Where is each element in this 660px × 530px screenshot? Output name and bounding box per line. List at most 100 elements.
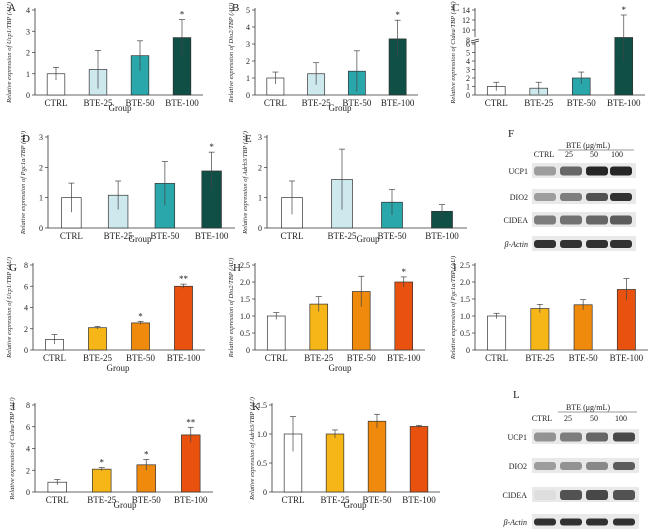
blot-lane-label: 100: [615, 414, 627, 423]
category-label: BTE-100: [195, 231, 229, 241]
blot-membrane-strip: [532, 514, 639, 529]
y-tick-label: 1: [26, 70, 30, 79]
significance-mark: *: [402, 267, 407, 277]
blot-band: [613, 518, 635, 526]
blot-membrane-strip: [532, 429, 639, 444]
blot-band: [534, 462, 556, 470]
y-axis-label: Relative expression of Dio2/TBP (AU): [228, 258, 235, 359]
y-axis-label: Relative expression of Adrb3/TBP (AU): [242, 131, 249, 235]
y-tick-label: 1.5: [460, 295, 470, 304]
category-label: CTRL: [280, 231, 303, 241]
blot-band: [560, 462, 582, 470]
y-axis-label: Relative expression of Pgc1a/TBP (AU): [20, 131, 27, 235]
category-label: CTRL: [264, 98, 287, 108]
axis-break-mark: [470, 40, 480, 44]
significance-mark: *: [144, 449, 149, 459]
blot-lane-label: 50: [590, 414, 598, 423]
bar-bte-100: [174, 285, 193, 351]
blot-membrane-strip: [532, 487, 639, 502]
y-tick-label: 0: [26, 488, 30, 497]
category-label: BTE-25: [84, 98, 113, 108]
y-tick-label: 2.0: [240, 278, 250, 287]
significance-mark: *: [395, 10, 400, 20]
y-tick-label: 0: [263, 488, 267, 497]
y-tick-label: 4: [246, 23, 250, 32]
y-tick-label: 2: [26, 466, 30, 475]
y-tick-label: 4: [24, 304, 28, 313]
category-label: BTE-100: [402, 495, 436, 505]
category-label: BTE-100: [610, 353, 644, 363]
y-axis-label: Relative expression of Ucp1/TBP (AU): [6, 2, 13, 104]
category-label: CTRL: [60, 231, 83, 241]
bar-bte-25: [88, 327, 107, 351]
panel-letter: F: [508, 128, 514, 140]
bar-bte-25: [530, 308, 550, 351]
panel-letter: J: [11, 401, 16, 413]
category-label: BTE-25: [302, 98, 331, 108]
y-tick-label: 0: [246, 346, 250, 355]
panel-letter: E: [245, 133, 252, 145]
y-tick-label: 1.0: [240, 312, 250, 321]
y-tick-label: 8: [26, 401, 30, 410]
blot-band: [613, 490, 635, 500]
blot-lane-label: 100: [611, 150, 623, 159]
blot-header: BTE (μg/mL): [566, 403, 610, 412]
y-tick-label: 2: [26, 49, 30, 58]
blot-row-label: β-Actin: [502, 518, 527, 527]
category-label: BTE-25: [328, 231, 357, 241]
blot-row-label: β-Actin: [503, 240, 528, 249]
significance-mark: *: [100, 458, 105, 468]
y-tick-label: 3: [246, 40, 250, 49]
y-tick-label: 3: [466, 66, 470, 75]
y-tick-label: 8: [466, 36, 470, 45]
blot-band: [534, 490, 556, 500]
category-label: BTE-50: [567, 98, 596, 108]
y-tick-label: 12: [462, 16, 470, 25]
blot-band: [613, 432, 635, 442]
category-label: BTE-50: [347, 353, 376, 363]
panel-letter: I: [453, 262, 457, 274]
y-tick-label: 0.5: [257, 459, 267, 468]
panel-letter: C: [452, 2, 459, 14]
blot-membrane-strip: [532, 458, 639, 473]
y-tick-label: 2.5: [240, 261, 250, 270]
y-tick-label: 1.5: [257, 401, 267, 410]
blot-lane-label: 25: [565, 150, 573, 159]
category-label: BTE-50: [342, 98, 371, 108]
y-axis-label: Relative expression of Cidea/TBP (AU): [9, 397, 16, 500]
blot-band: [560, 518, 582, 526]
blot-lane-label: CTRL: [534, 150, 555, 159]
blot-membrane-strip: [532, 212, 636, 227]
y-tick-label: 0: [39, 224, 43, 233]
panel-letter: H: [233, 262, 241, 274]
blot-row-label: DIO2: [510, 193, 528, 202]
category-label: BTE-25: [525, 353, 554, 363]
category-label: BTE-50: [126, 353, 155, 363]
y-tick-label: 8: [24, 261, 28, 270]
bar-bte-50: [367, 420, 387, 493]
blot-membrane-strip: [532, 236, 636, 251]
bar-ctrl: [266, 315, 286, 351]
y-tick-label: 1.5: [240, 295, 250, 304]
blot-lane-label: CTRL: [532, 414, 553, 423]
blot-band: [560, 432, 582, 442]
category-label: BTE-25: [104, 231, 133, 241]
blot-row-label: CIDEA: [503, 491, 528, 500]
y-tick-label: 3: [258, 133, 262, 142]
x-axis-label: Group: [357, 234, 380, 244]
category-label: CTRL: [485, 353, 508, 363]
category-label: BTE-50: [569, 353, 598, 363]
bar-bte-50: [573, 304, 593, 351]
y-tick-label: 14: [462, 6, 470, 15]
y-tick-label: 1: [246, 74, 250, 83]
x-axis-label: Group: [107, 363, 130, 373]
bar-bte-25: [92, 468, 112, 493]
y-tick-label: 6: [26, 423, 30, 432]
blot-row-label: UCP1: [507, 433, 527, 442]
blot-membrane-strip: [532, 189, 636, 204]
